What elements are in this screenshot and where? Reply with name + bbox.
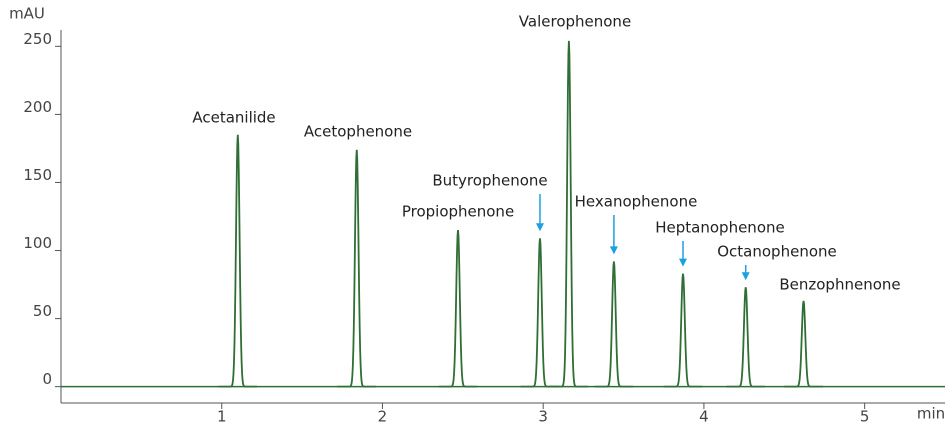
x-axis-label: min [917,405,945,423]
peak [784,300,823,388]
y-tick-label: 50 [33,302,52,320]
x-tick-label: 3 [538,408,548,426]
peak-arrow-head [679,258,688,267]
peak-label: Acetanilide [192,109,275,127]
peak-label: Heptanophenone [655,219,784,237]
peak [663,273,703,388]
peak-label: Benzophnenone [779,276,900,294]
y-tick-label: 100 [23,234,52,252]
peak-label: Acetophenone [304,123,412,141]
peak-label: Hexanophenone [575,193,698,211]
peak-label: Octanophenone [717,243,837,261]
peak [594,261,634,388]
peak [218,134,258,388]
x-tick-label: 1 [217,408,227,426]
peak [520,238,560,388]
peak [337,149,377,388]
peak-label: Valerophenone [519,13,631,31]
y-tick-label: 0 [42,370,52,388]
y-tick-label: 250 [23,30,52,48]
peak-arrow-head [741,272,750,281]
peak [549,40,589,388]
peak [438,230,478,388]
y-axis-label: mAU [9,5,45,23]
y-tick-label: 150 [23,166,52,184]
peak-arrow-head [609,246,618,255]
peak-label: Butyrophenone [432,172,547,190]
x-tick-label: 4 [699,408,709,426]
x-tick-label: 5 [860,408,870,426]
x-tick-label: 2 [378,408,388,426]
peak [726,287,765,388]
y-tick-label: 200 [23,98,52,116]
peak-arrow-head [535,223,544,232]
peak-label: Propiophenone [402,203,514,221]
